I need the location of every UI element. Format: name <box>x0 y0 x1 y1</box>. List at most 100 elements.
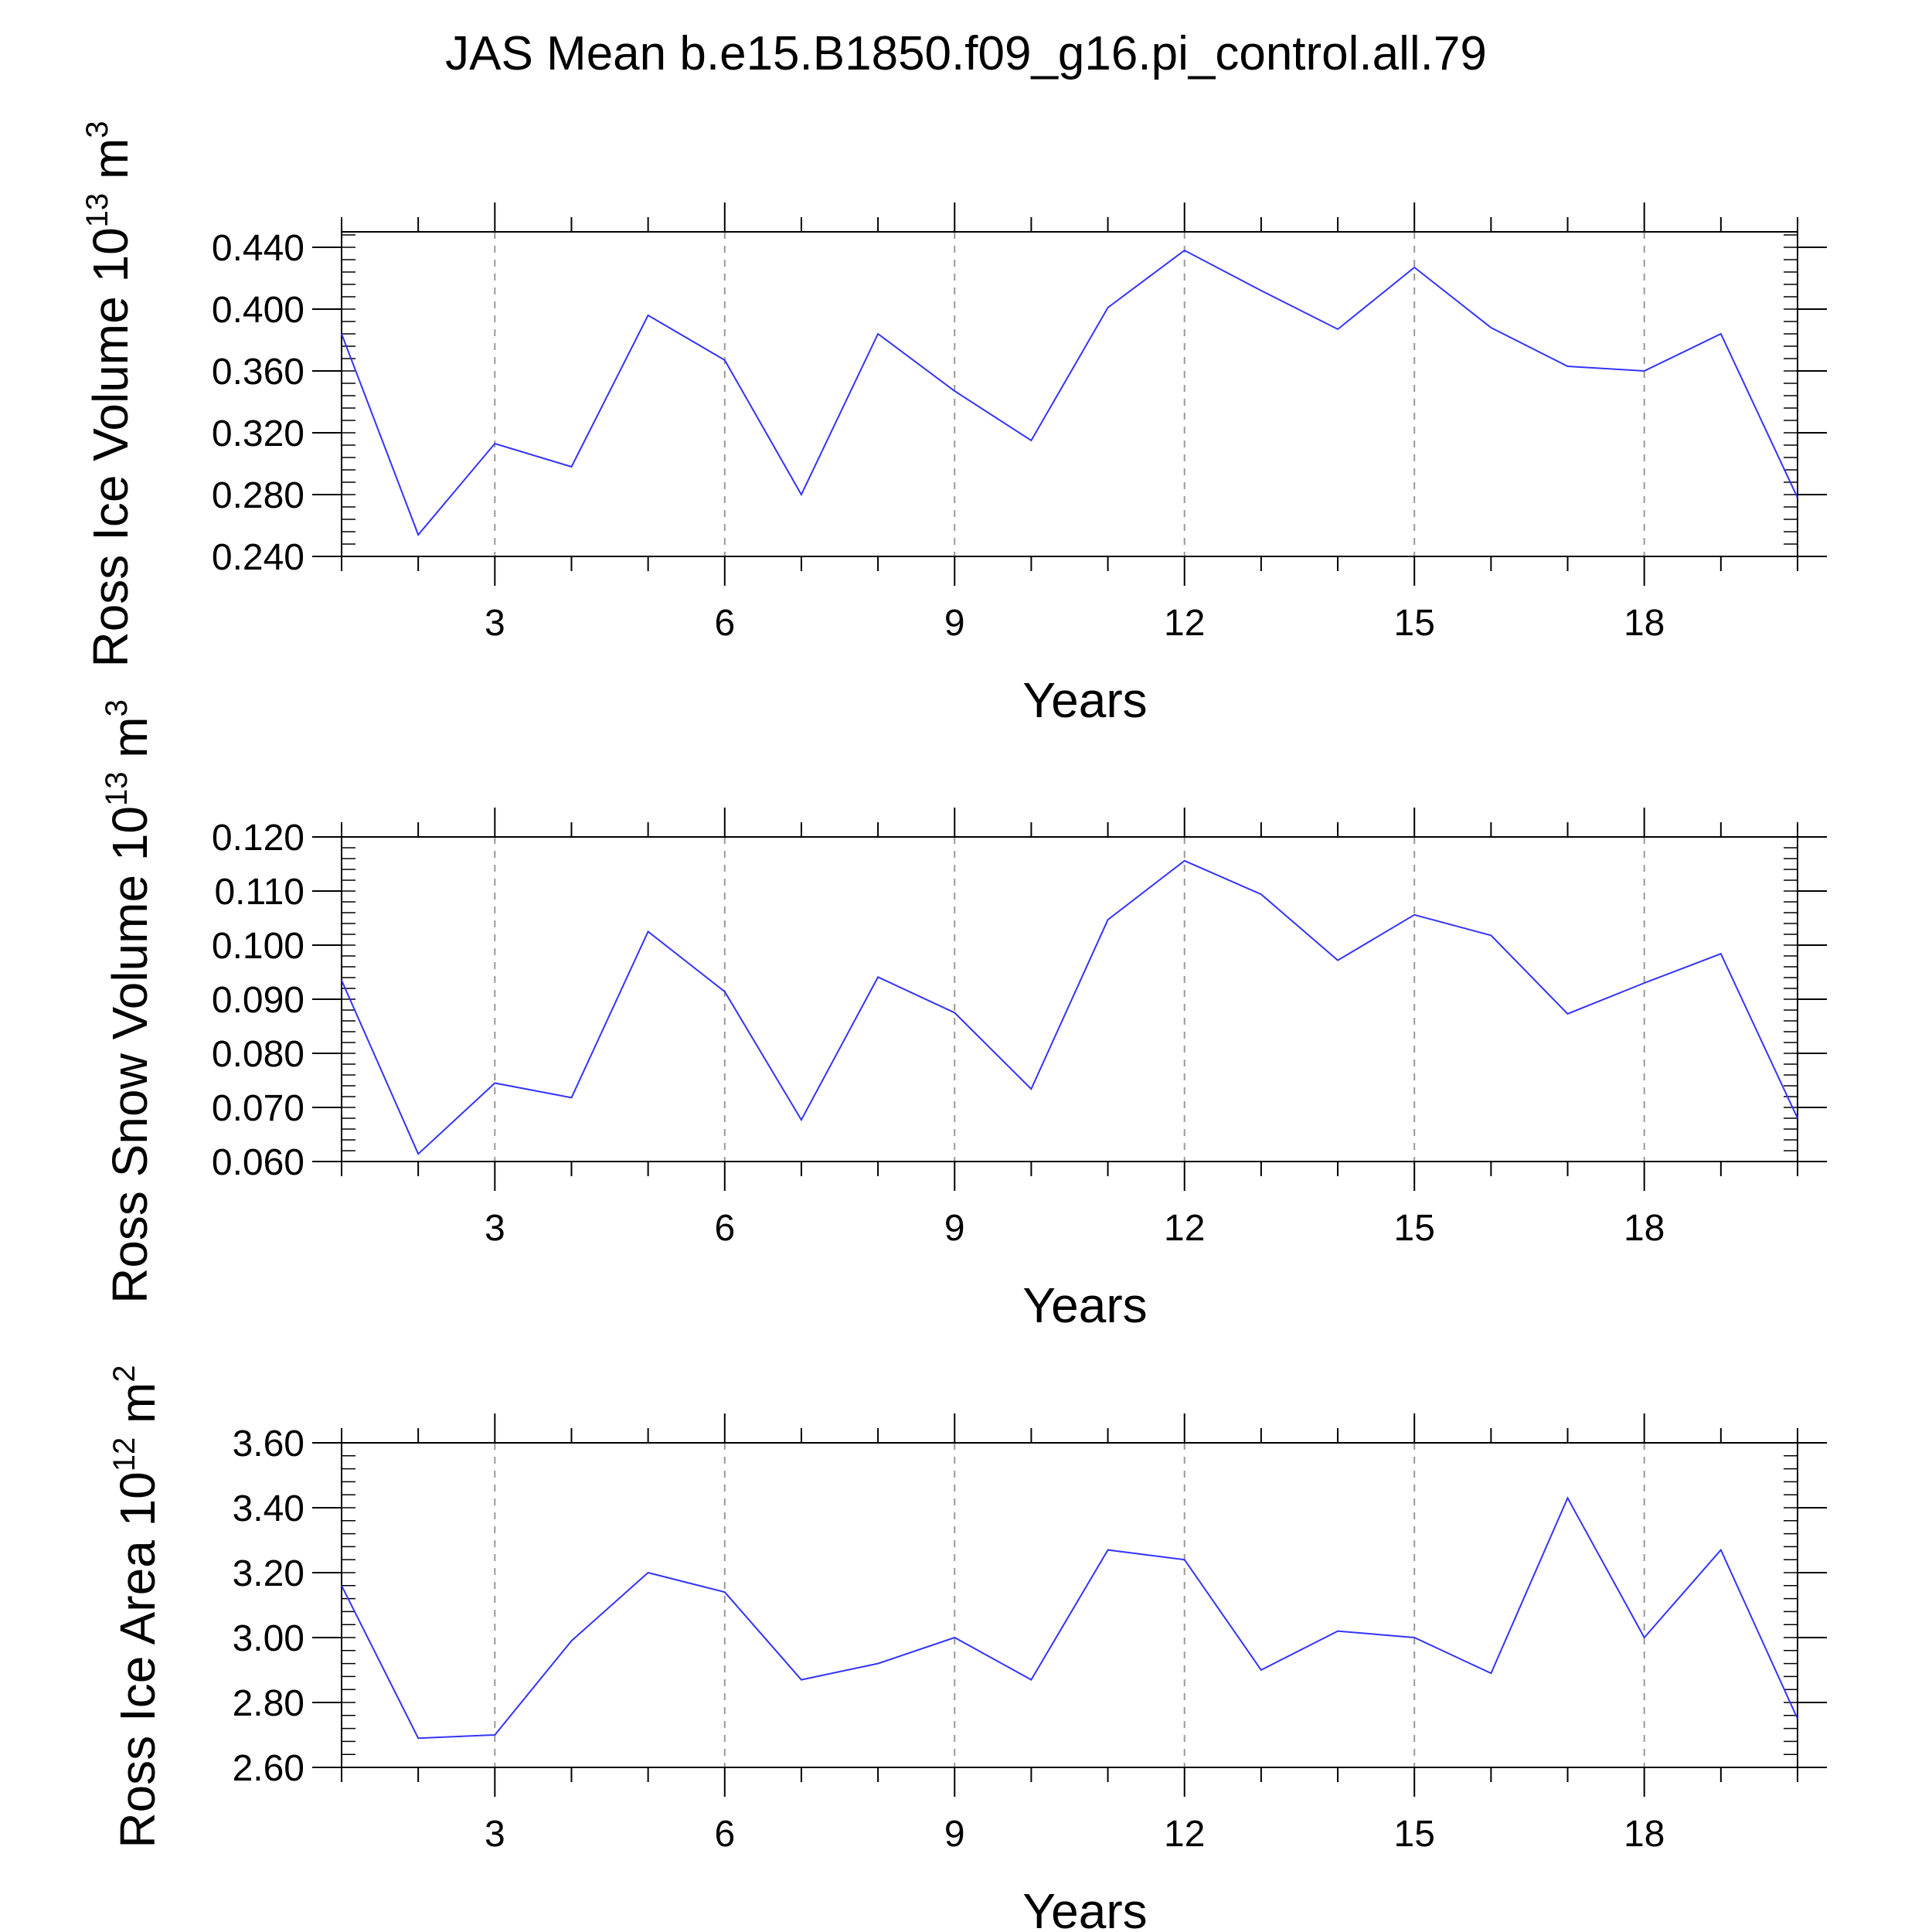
data-point <box>1335 958 1340 963</box>
y-tick-label: 0.440 <box>212 228 304 269</box>
x-tick-label: 15 <box>1394 1208 1435 1249</box>
y-axis-label-unit-exponent: 2 <box>107 1365 141 1382</box>
x-tick-label: 3 <box>485 1208 505 1249</box>
data-point <box>416 1736 420 1740</box>
y-tick-label: 0.400 <box>212 290 304 331</box>
data-point <box>876 975 880 979</box>
x-tick-label: 6 <box>714 603 735 644</box>
y-tick-label: 0.280 <box>212 475 304 516</box>
data-point <box>1795 1116 1800 1121</box>
data-point <box>569 1638 573 1643</box>
y-tick-label: 2.80 <box>233 1683 304 1724</box>
x-axis-label: Years <box>1022 672 1147 728</box>
x-tick-label: 15 <box>1394 1814 1435 1855</box>
data-point <box>1259 1668 1264 1672</box>
data-point <box>1719 332 1723 336</box>
data-point <box>1642 1635 1647 1640</box>
data-point <box>952 1635 957 1640</box>
data-point <box>1106 305 1111 310</box>
x-tick-label: 18 <box>1624 603 1665 644</box>
x-tick-label: 12 <box>1164 603 1205 644</box>
y-axis-label-unit-exponent: 3 <box>80 121 114 138</box>
series-line <box>341 1496 1798 1740</box>
y-tick-label: 3.40 <box>233 1488 304 1529</box>
data-point <box>1795 1716 1800 1721</box>
data-point <box>339 978 344 983</box>
data-point <box>646 1570 651 1575</box>
y-tick-label: 3.20 <box>233 1553 304 1594</box>
y-tick-label: 3.60 <box>233 1423 304 1464</box>
data-point <box>1182 1557 1187 1562</box>
data-point <box>1029 1678 1033 1682</box>
y-tick-label: 0.080 <box>212 1034 304 1075</box>
data-point <box>646 930 651 934</box>
y-axis-label-unit: m <box>83 138 138 193</box>
data-point <box>1488 325 1493 330</box>
y-tick-label: 0.110 <box>214 872 304 913</box>
y-tick-label: 0.240 <box>212 537 304 578</box>
y-axis-label-unit: m <box>110 1383 165 1437</box>
data-point <box>876 332 880 336</box>
data-point <box>1719 1548 1723 1553</box>
data-point <box>952 389 957 393</box>
data-point <box>1642 981 1647 985</box>
data-point <box>1106 1548 1111 1553</box>
data-point <box>1642 369 1647 373</box>
x-tick-label: 12 <box>1164 1814 1205 1855</box>
x-axis-label: Years <box>1022 1883 1147 1932</box>
y-tick-label: 0.120 <box>212 818 304 859</box>
x-tick-label: 18 <box>1624 1814 1665 1855</box>
y-axis-label-unit: m <box>102 716 158 771</box>
x-tick-label: 6 <box>714 1814 735 1855</box>
x-tick-label: 3 <box>485 1814 505 1855</box>
data-point <box>1335 1629 1340 1634</box>
data-point <box>723 358 727 362</box>
data-point <box>1566 1495 1570 1500</box>
plot-frame <box>341 836 1798 1162</box>
data-point <box>1566 364 1570 369</box>
data-point <box>799 492 804 497</box>
data-point <box>339 332 344 336</box>
series-line <box>341 859 1798 1155</box>
data-point <box>1719 951 1723 956</box>
y-axis-label-exponent: 12 <box>107 1437 141 1472</box>
data-point <box>1412 265 1417 270</box>
x-tick-label: 15 <box>1394 603 1435 644</box>
y-tick-label: 2.60 <box>233 1748 304 1789</box>
y-axis-label-text: Ross Ice Area 10 <box>110 1471 165 1848</box>
chart-panel-3: 2.60 2.80 3.00 3.20 3.40 3.60 3 6 9 12 15 18 Years Ro… <box>107 1365 1827 1932</box>
x-tick-label: 9 <box>944 603 965 644</box>
data-point <box>1106 917 1111 922</box>
chart-panel-1: 0.240 0.280 0.320 0.360 0.400 0.440 3 6 9 12 15 18 Y… <box>80 121 1827 728</box>
data-point <box>569 1095 573 1100</box>
y-axis-label: Ross Ice Volume 1013 m3 <box>80 121 138 667</box>
data-point <box>1412 913 1417 917</box>
plot-frame <box>341 231 1798 557</box>
data-point <box>1029 438 1033 443</box>
y-tick-label: 0.320 <box>212 413 304 454</box>
data-point <box>1029 1087 1033 1091</box>
data-point <box>646 313 651 318</box>
data-point <box>876 1662 880 1666</box>
y-axis-label-exponent: 13 <box>80 193 114 228</box>
y-axis-label-exponent: 13 <box>100 771 134 806</box>
data-point <box>1259 288 1264 293</box>
data-point <box>569 464 573 469</box>
data-point <box>1795 495 1800 500</box>
data-point <box>1182 859 1187 863</box>
y-axis-label: Ross Snow Volume 1013 m3 <box>100 699 158 1304</box>
data-point <box>1182 248 1187 253</box>
x-axis-label: Years <box>1022 1277 1147 1333</box>
y-axis-label-text: Ross Ice Volume 10 <box>83 227 138 667</box>
plot-frame <box>341 1442 1798 1768</box>
y-axis-label-text: Ross Snow Volume 10 <box>102 806 158 1304</box>
chart-title: JAS Mean b.e15.B1850.f09_g16.pi_control.… <box>445 27 1487 80</box>
data-point <box>799 1117 804 1122</box>
data-point <box>339 1583 344 1588</box>
y-tick-label: 0.360 <box>212 352 304 393</box>
data-point <box>723 1590 727 1594</box>
y-tick-label: 0.100 <box>212 926 304 967</box>
y-tick-label: 0.090 <box>212 980 304 1021</box>
chart-panel-2: 0.060 0.070 0.080 0.090 0.100 0.110 0.120 3 6 9 12… <box>100 699 1827 1333</box>
